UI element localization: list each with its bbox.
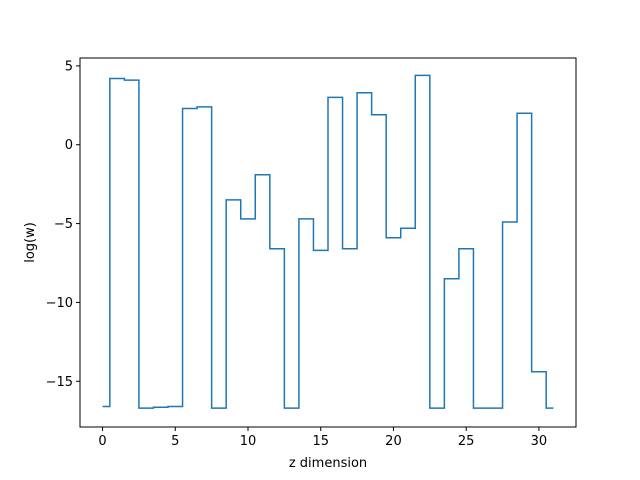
- x-tick-label: 10: [240, 434, 257, 449]
- x-tick-label: 0: [98, 434, 106, 449]
- x-tick-label: 15: [312, 434, 329, 449]
- x-tick-label: 5: [171, 434, 179, 449]
- y-tick-label: 0: [65, 138, 73, 153]
- plot-area: [102, 74, 554, 409]
- axes-frame: [79, 57, 577, 428]
- y-tick-label: 5: [65, 59, 73, 74]
- x-tick-label: 20: [385, 434, 402, 449]
- y-tick-label: −15: [46, 375, 73, 390]
- x-axis-label: z dimension: [289, 456, 367, 471]
- y-axis-label: log(w): [23, 222, 38, 263]
- data-series-line: [102, 74, 554, 409]
- x-tick-label: 25: [458, 434, 475, 449]
- y-tick-label: −5: [54, 217, 73, 232]
- x-axis-ticks: 0 5 10 15 20 25 30: [98, 427, 547, 449]
- x-tick-label: 30: [531, 434, 548, 449]
- y-axis-ticks: −15 −10 −5 0 5: [46, 59, 80, 390]
- y-tick-label: −10: [46, 296, 73, 311]
